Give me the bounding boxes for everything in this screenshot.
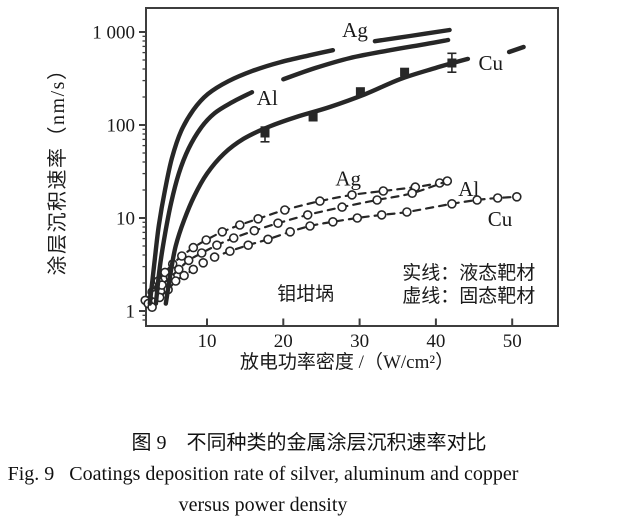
cu-dashed-point: [511, 192, 522, 202]
y-tick-label: 100: [107, 116, 136, 137]
ag-dashed-point: [279, 205, 290, 215]
legend-solid-note: 实线：液态靶材: [402, 262, 535, 284]
al-dashed-point: [273, 218, 283, 228]
cu-dashed-point: [472, 195, 482, 205]
al-dashed-point: [372, 195, 382, 205]
cu-dashed-label: Cu: [488, 207, 513, 231]
x-tick-label: 10: [198, 331, 217, 352]
al-solid-curve: [153, 90, 255, 306]
cu-dashed-point: [285, 227, 296, 237]
legend-dashed-note: 虚线：固态靶材: [402, 285, 535, 307]
cu-solid-label: Cu: [479, 51, 504, 75]
ag-solid-label: Ag: [342, 18, 368, 42]
y-tick-label: 1 000: [92, 23, 135, 44]
cu-dashed-point: [402, 207, 412, 217]
ag-dashed-point: [177, 251, 187, 261]
ag-dashed-point: [201, 235, 211, 245]
deposition-rate-chart: 1 10 100 1 000 10 20 30 40 50 放电功率密度 /（W/cm²） 涂层沉积…: [46, 7, 559, 373]
cu-dashed-point: [328, 217, 338, 227]
ag-dashed-point: [315, 196, 325, 206]
cu-dashed-point: [492, 193, 503, 203]
x-axis-title: 放电功率密度 /（W/cm²）: [240, 351, 454, 373]
y-tick-label: 1: [126, 302, 136, 323]
al-solid-label: Al: [257, 86, 278, 110]
crucible-note: 钼坩埚: [277, 283, 334, 305]
cu-dashed-point: [243, 240, 253, 250]
cu-dashed-point: [305, 221, 315, 231]
al-dashed-label: Al: [458, 177, 479, 201]
cu-solid-data-point: [447, 58, 457, 68]
cu-solid-data-point: [308, 112, 318, 122]
ag-dashed-point: [378, 186, 389, 196]
al-dashed-point: [337, 202, 347, 212]
ag-dashed-point: [347, 190, 357, 200]
ag-solid-curve: [147, 48, 336, 306]
cu-dashed-point: [170, 276, 181, 286]
al-dashed-point: [249, 225, 260, 236]
cu-dashed-point: [263, 234, 273, 245]
caption-chinese: 图 9 不同种类的金属涂层沉积速率对比: [131, 432, 487, 454]
cu-solid-data-point: [260, 128, 270, 138]
cu-solid-curve: [506, 44, 526, 55]
al-dashed-curve: [147, 179, 449, 305]
al-dashed-point: [228, 233, 239, 243]
cu-solid-data-point: [355, 87, 365, 97]
cu-dashed-point: [225, 246, 235, 256]
cu-dashed-point: [179, 270, 189, 281]
ag-dashed-label: Ag: [335, 167, 361, 191]
al-dashed-point: [407, 188, 418, 198]
al-dashed-point: [196, 248, 207, 258]
ag-dashed-point: [188, 242, 199, 253]
cu-solid-curve: [163, 56, 471, 306]
x-tick-label: 30: [350, 331, 369, 352]
x-tick-label: 20: [274, 331, 293, 352]
cu-solid-data-point: [400, 67, 410, 77]
al-dashed-point: [183, 255, 194, 266]
al-solid-curve: [281, 37, 451, 82]
y-axis-title: 涂层沉积速率（nm/s）: [46, 59, 69, 276]
al-dashed-point: [302, 210, 313, 220]
figure-caption: 图 9 不同种类的金属涂层沉积速率对比 Fig. 9 Coatings depo…: [0, 428, 618, 521]
ag-solid-curve: [372, 27, 452, 44]
cu-dashed-point: [188, 264, 199, 275]
ag-dashed-point: [235, 220, 245, 230]
al-dashed-point: [174, 264, 184, 275]
ag-dashed-point: [253, 214, 263, 224]
caption-english-line2: versus power density: [178, 494, 348, 516]
al-dashed-point: [442, 176, 453, 186]
x-tick-label: 40: [426, 331, 445, 352]
x-tick-label: 50: [503, 331, 522, 352]
cu-dashed-point: [209, 252, 220, 262]
cu-dashed-point: [447, 199, 457, 209]
y-tick-label: 10: [116, 209, 135, 230]
plot-border: [145, 7, 559, 327]
caption-english-line1: Fig. 9 Coatings deposition rate of silve…: [7, 463, 519, 485]
cu-dashed-point: [352, 213, 363, 223]
al-dashed-point: [212, 240, 222, 250]
ag-dashed-point: [217, 227, 228, 237]
cu-dashed-point: [376, 210, 387, 220]
cu-dashed-point: [198, 257, 208, 268]
ag-dashed-curve: [144, 181, 441, 302]
